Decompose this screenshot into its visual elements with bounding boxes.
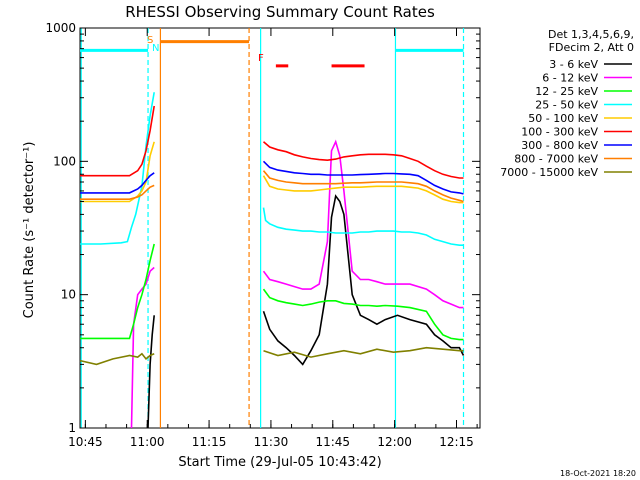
y-tick-label: 1000 (45, 21, 76, 35)
annotation-label: F (258, 53, 264, 64)
plot-frame (79, 27, 481, 429)
x-tick-label: 11:15 (192, 435, 227, 449)
series-line-4-segment-1 (80, 92, 155, 245)
legend-entry-label: 3 - 6 keV (549, 58, 598, 71)
series-line-8-segment-1 (80, 184, 155, 200)
legend-entry-label: 12 - 25 keV (535, 85, 598, 98)
legend: Det 1,3,4,5,6,9,FDecim 2, Att 0 3 - 6 keV… (500, 28, 634, 179)
series-line-2-segment-2 (262, 139, 464, 309)
legend-entry-label: 6 - 12 keV (542, 72, 598, 85)
legend-entry-label: 25 - 50 keV (535, 99, 598, 112)
series-line-7-segment-1 (80, 172, 155, 194)
legend-header: Det 1,3,4,5,6,9, (548, 28, 634, 41)
y-axis-label: Count Rate (s⁻¹ detector⁻¹) (22, 142, 37, 319)
x-tick-label: 11:30 (254, 435, 289, 449)
series-line-9-segment-1 (79, 352, 155, 366)
y-tick-label: 100 (53, 154, 76, 168)
annotation-label: N (152, 43, 159, 54)
x-tick-label: 11:00 (130, 435, 165, 449)
legend-header: FDecim 2, Att 0 (549, 41, 634, 54)
x-tick-label: 10:45 (68, 435, 103, 449)
annotation-label: S (147, 35, 153, 46)
legend-entry-label: 50 - 100 keV (528, 112, 598, 125)
x-tick-label: 11:45 (315, 435, 350, 449)
series-line-3-segment-1 (80, 243, 155, 340)
series-line-9-segment-2 (263, 346, 464, 358)
event-markers (80, 28, 465, 428)
y-axis-ticks: 1 10 100 1000 (45, 21, 480, 435)
annotations: SN F (147, 35, 264, 64)
plot-area: SNF 10:45 11:00 11:15 11:30 11:45 12:00 12:15 … (45, 21, 481, 449)
y-tick-label: 1 (68, 421, 76, 435)
chart-title: RHESSI Observing Summary Count Rates (125, 3, 435, 21)
series-line-1-segment-2 (262, 194, 465, 366)
series-line-7-segment-2 (262, 160, 464, 195)
series-line-1-segment-1 (147, 315, 155, 429)
x-tick-label: 12:00 (377, 435, 412, 449)
legend-entry-label: 300 - 800 keV (521, 139, 598, 152)
y-tick-label: 10 (61, 288, 76, 302)
legend-entry-label: 100 - 300 keV (521, 126, 598, 139)
footer-date: 18-Oct-2021 18:20 (560, 469, 636, 478)
series-line-4-segment-2 (262, 207, 464, 246)
legend-entry-label: 7000 - 15000 keV (500, 166, 598, 179)
legend-entry-label: 800 - 7000 keV (514, 153, 598, 166)
series-line-3-segment-2 (262, 288, 464, 341)
series-line-6-segment-2 (262, 141, 464, 179)
x-tick-label: 12:15 (439, 435, 474, 449)
series-line-5-segment-2 (262, 175, 464, 204)
series-line-8-segment-2 (262, 170, 464, 203)
series-line-5-segment-1 (80, 141, 155, 203)
series-lines (79, 92, 465, 429)
x-axis-label: Start Time (29-Jul-05 10:43:42) (178, 455, 381, 470)
series-line-6-segment-1 (80, 105, 155, 177)
x-axis-ticks: 10:45 11:00 11:15 11:30 11:45 12:00 12:15 (68, 28, 478, 449)
